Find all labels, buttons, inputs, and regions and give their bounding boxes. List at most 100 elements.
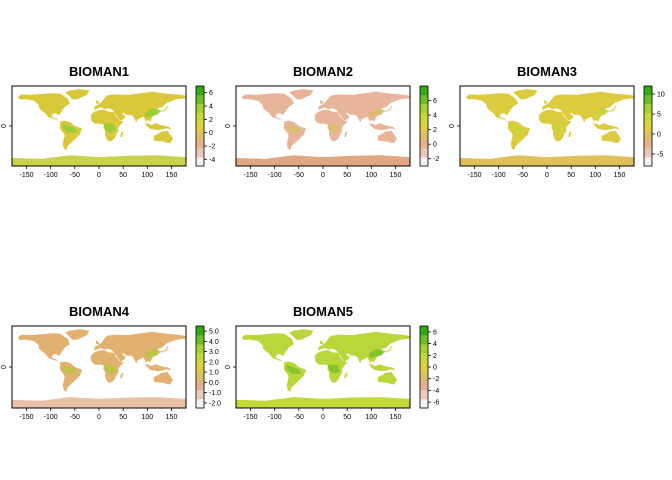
legend-tick-label: -2 bbox=[433, 376, 439, 383]
x-tick-label: 100 bbox=[141, 414, 153, 421]
land-greenland bbox=[289, 89, 314, 100]
land-europe-asia bbox=[318, 331, 410, 364]
land-greenland bbox=[289, 329, 314, 340]
land-antarctica bbox=[12, 155, 186, 166]
land-japan bbox=[161, 106, 170, 113]
x-tick-label: -100 bbox=[44, 172, 58, 179]
legend-tick-label: 6 bbox=[433, 98, 437, 105]
legend-swatch bbox=[644, 86, 652, 96]
x-tick-label: 50 bbox=[567, 172, 575, 179]
legend-tick-label: 0 bbox=[657, 132, 661, 139]
legend-tick-label: 4 bbox=[433, 113, 437, 120]
panel-title: BIOMAN4 bbox=[69, 304, 130, 319]
land-japan bbox=[385, 106, 394, 113]
panel-title: BIOMAN2 bbox=[293, 64, 353, 79]
map-area bbox=[12, 329, 186, 408]
value-patch bbox=[144, 108, 162, 118]
y-tick-label: 0 bbox=[1, 365, 8, 369]
legend-swatch bbox=[196, 362, 204, 372]
panel-1: BIOMAN1 -150 -100 -50 0 50 100 150 0 6 4 2 0 -2 -4 bbox=[1, 64, 215, 179]
land-uk bbox=[96, 100, 100, 104]
land-indonesia bbox=[144, 364, 172, 372]
land-indonesia bbox=[368, 123, 396, 130]
panel-grid: BIOMAN1-150 -100 -50 0 50 100 15006420-2-4BIOM… bbox=[1, 64, 665, 421]
legend-tick-label: 5.0 bbox=[209, 329, 219, 336]
legend-colorbar: 5.0 4.0 3.0 2.0 1.0 0.0 -1.0 -2.0 bbox=[195, 325, 221, 409]
x-tick-label: 50 bbox=[343, 172, 351, 179]
legend-frame bbox=[419, 85, 429, 167]
legend-swatch bbox=[420, 94, 428, 105]
legend-swatch bbox=[644, 112, 652, 122]
legend-colorbar: 10 5 0 -5 bbox=[643, 85, 665, 167]
x-tick-label: 50 bbox=[343, 414, 351, 421]
land-antarctica bbox=[236, 397, 410, 408]
panel-title: BIOMAN1 bbox=[69, 64, 129, 79]
value-patch bbox=[368, 108, 386, 118]
land-greenland bbox=[513, 89, 538, 100]
land-uk bbox=[320, 100, 324, 104]
x-tick-label: -100 bbox=[44, 414, 58, 421]
legend-swatch bbox=[196, 353, 204, 363]
legend-swatch bbox=[196, 148, 204, 158]
legend-frame bbox=[195, 85, 205, 167]
x-tick-label: -50 bbox=[70, 172, 80, 179]
legend-tick-label: 10 bbox=[657, 92, 665, 99]
value-patch bbox=[368, 348, 386, 358]
legend-swatch bbox=[196, 326, 204, 336]
legend-tick-label: 2 bbox=[433, 127, 437, 134]
map-area bbox=[12, 89, 186, 166]
legend-swatch bbox=[420, 326, 428, 336]
land-japan bbox=[385, 346, 394, 353]
legend-swatch bbox=[196, 103, 204, 113]
value-patch bbox=[103, 123, 116, 133]
x-tick-label: 100 bbox=[365, 414, 377, 421]
x-tick-label: -50 bbox=[518, 172, 528, 179]
legend-tick-label: 2 bbox=[433, 353, 437, 360]
legend-tick-label: 0 bbox=[209, 130, 213, 137]
land-uk bbox=[96, 340, 100, 345]
x-tick-label: 0 bbox=[97, 172, 101, 179]
legend-swatch bbox=[644, 157, 652, 167]
y-tick-label: 0 bbox=[225, 365, 232, 369]
legend-tick-label: 2.0 bbox=[209, 359, 219, 366]
x-tick-label: 50 bbox=[119, 414, 127, 421]
land-antarctica bbox=[236, 155, 410, 166]
legend-swatch bbox=[196, 139, 204, 149]
value-patch bbox=[327, 123, 340, 133]
legend-tick-label: -2 bbox=[433, 156, 439, 163]
land-australia bbox=[377, 130, 397, 143]
legend-swatch bbox=[644, 139, 652, 149]
land-north-america bbox=[17, 93, 70, 123]
land-australia bbox=[153, 372, 173, 385]
x-tick-label: -150 bbox=[19, 172, 33, 179]
land-uk bbox=[320, 340, 324, 345]
map-area bbox=[460, 89, 634, 166]
legend-swatch bbox=[196, 398, 204, 409]
x-tick-label: 0 bbox=[545, 172, 549, 179]
legend-swatch bbox=[644, 130, 652, 140]
x-tick-label: 0 bbox=[321, 172, 325, 179]
x-tick-label: 50 bbox=[119, 172, 127, 179]
legend-tick-label: 0 bbox=[433, 365, 437, 372]
land-madagascar bbox=[120, 372, 124, 379]
land-europe-asia bbox=[94, 331, 186, 364]
legend-swatch bbox=[196, 380, 204, 391]
value-patch bbox=[592, 108, 610, 118]
legend-colorbar: 6 4 2 0 -2 -4 -6 bbox=[419, 325, 439, 409]
land-japan bbox=[609, 106, 618, 113]
panel-title: BIOMAN5 bbox=[293, 304, 353, 319]
legend-swatch bbox=[196, 130, 204, 140]
x-tick-label: 150 bbox=[166, 414, 178, 421]
x-tick-label: -100 bbox=[492, 172, 506, 179]
legend-tick-label: 2 bbox=[209, 117, 213, 124]
legend-swatch bbox=[420, 130, 428, 140]
value-patch bbox=[286, 364, 302, 374]
legend-swatch bbox=[644, 121, 652, 131]
x-tick-label: 100 bbox=[589, 172, 601, 179]
x-tick-label: -50 bbox=[294, 414, 304, 421]
land-indonesia bbox=[368, 364, 396, 372]
legend-frame bbox=[195, 325, 205, 409]
legend-tick-label: -4 bbox=[209, 157, 215, 164]
legend-tick-label: 4 bbox=[209, 104, 213, 111]
legend-swatch bbox=[420, 362, 428, 372]
